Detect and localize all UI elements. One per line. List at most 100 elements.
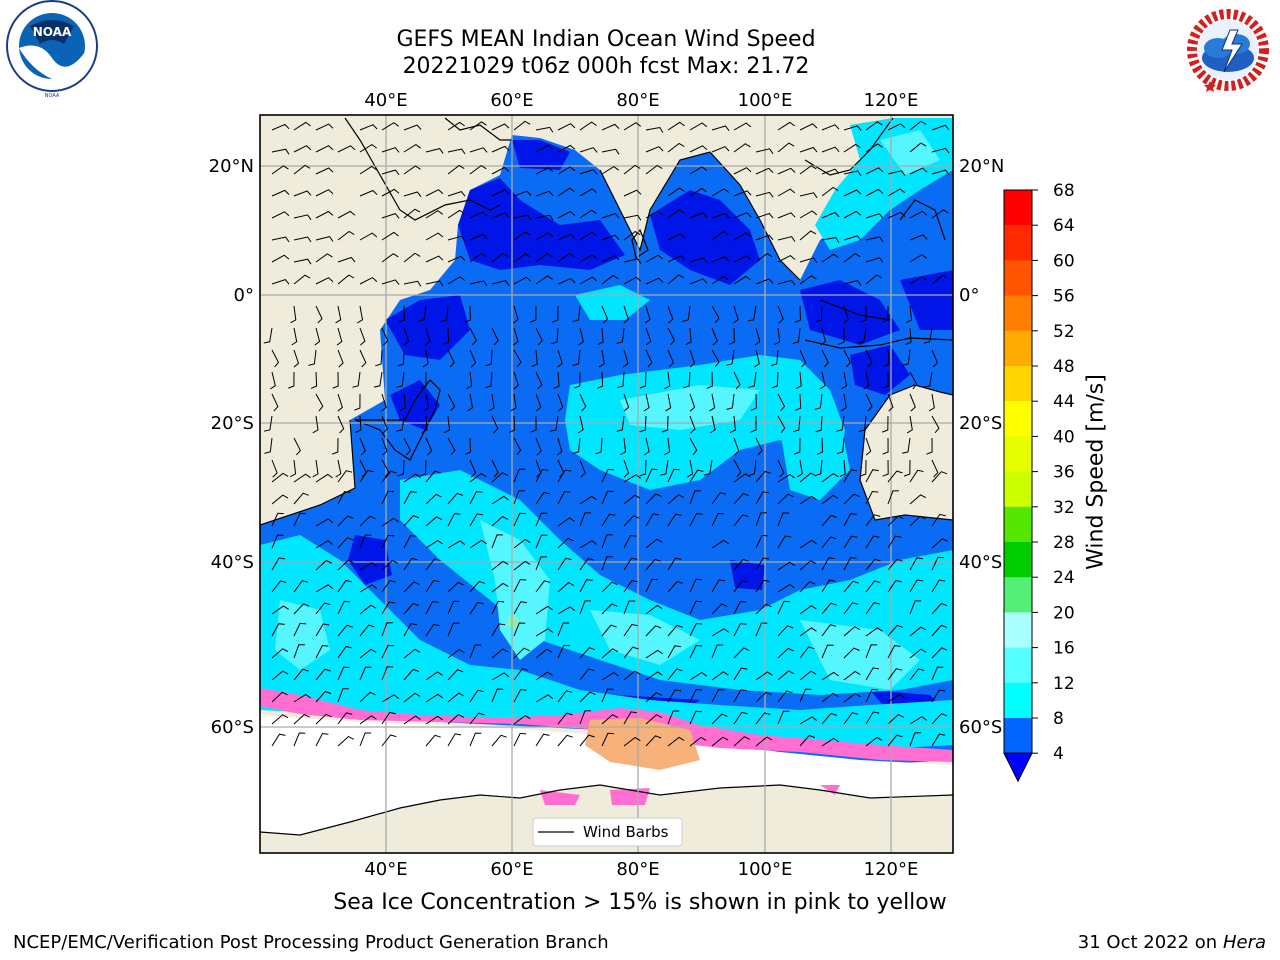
- wind-barb: [623, 670, 641, 681]
- wind-barb: [799, 688, 812, 703]
- wind-barb: [381, 231, 399, 241]
- wind-barb: [579, 540, 598, 549]
- wind-barb: [821, 671, 839, 681]
- wind-barb: [601, 274, 619, 285]
- wind-barb: [557, 233, 576, 241]
- wind-barb: [293, 473, 311, 483]
- wind-barb: [447, 191, 466, 197]
- wind-barb: [557, 469, 572, 483]
- wind-barb: [491, 123, 510, 131]
- wind-barb: [645, 649, 663, 659]
- wind-barb: [359, 604, 377, 615]
- wind-barb: [819, 371, 826, 390]
- wind-barb: [425, 693, 443, 703]
- wind-barb: [271, 512, 284, 527]
- wind-barb: [733, 212, 752, 219]
- wind-barb: [777, 121, 795, 131]
- wind-barb: [667, 142, 685, 153]
- wind-barb: [335, 459, 342, 478]
- wind-barb: [381, 279, 400, 285]
- wind-barb: [271, 580, 287, 593]
- wind-barb: [909, 668, 925, 681]
- colorbar-tick-label: 36: [1053, 463, 1075, 483]
- wind-barb: [315, 518, 334, 527]
- wind-barb: [359, 561, 378, 571]
- wind-barb: [733, 371, 741, 390]
- wind-barb: [623, 230, 641, 241]
- wind-barb: [814, 393, 823, 410]
- wind-barb: [403, 208, 421, 219]
- wind-barb: [623, 579, 638, 593]
- colorbar-tick-label: 20: [1053, 603, 1075, 623]
- wind-barb: [726, 349, 735, 366]
- wind-barb: [293, 668, 309, 681]
- wind-barb: [293, 512, 306, 527]
- wind-barb: [841, 371, 848, 390]
- wind-barb: [557, 210, 576, 219]
- wind-barb: [733, 437, 740, 456]
- colorbar-segment: [1004, 401, 1032, 437]
- wind-barb: [271, 605, 289, 615]
- wind-barb: [865, 558, 881, 571]
- wind-barb: [887, 693, 905, 703]
- wind-barb: [491, 415, 499, 434]
- wind-barb: [667, 736, 685, 747]
- wind-barb: [508, 415, 516, 433]
- wind-barb: [579, 647, 596, 659]
- wind-barb: [865, 535, 880, 549]
- wind-barb: [469, 472, 487, 483]
- wind-barb: [572, 437, 581, 454]
- wind-barb: [579, 691, 596, 703]
- wind-barb: [843, 349, 852, 368]
- wind-barb: [711, 188, 730, 197]
- wind-barb: [711, 230, 729, 241]
- wind-barb: [381, 694, 400, 703]
- lat-label-right: 40°S: [959, 552, 1002, 573]
- wind-barb: [926, 437, 933, 455]
- wind-barb: [315, 236, 334, 242]
- wind-barb: [336, 327, 343, 346]
- wind-barb: [337, 736, 355, 747]
- wind-barb: [535, 167, 554, 175]
- wind-barb: [644, 305, 651, 324]
- wind-barb: [865, 188, 884, 197]
- wind-barb: [755, 191, 774, 198]
- wind-barb: [882, 459, 889, 477]
- wind-barb: [843, 692, 861, 703]
- wind-barb: [799, 539, 817, 549]
- wind-barb: [843, 235, 862, 241]
- wind-barb: [639, 459, 647, 477]
- wind-barb: [750, 393, 757, 411]
- wind-barb: [931, 602, 948, 615]
- wind-barb: [865, 627, 883, 637]
- wind-barb: [821, 494, 839, 505]
- wind-barb: [623, 164, 641, 175]
- map-legend: Wind Barbs: [532, 817, 683, 847]
- wind-barb: [623, 122, 641, 131]
- wind-barb: [887, 714, 905, 725]
- wind-barb: [381, 644, 395, 659]
- wind-barb: [513, 214, 532, 221]
- wind-barb: [535, 327, 543, 346]
- wind-barb: [645, 692, 663, 703]
- wind-barb: [513, 305, 519, 324]
- wind-barb: [887, 515, 904, 527]
- wind-barb: [381, 415, 388, 434]
- wind-barb: [733, 232, 752, 241]
- wind-barb: [403, 165, 421, 175]
- wind-barb: [821, 737, 839, 747]
- wind-barb: [865, 580, 881, 593]
- wind-barb: [711, 512, 725, 527]
- wind-barb: [579, 147, 598, 153]
- wind-barb: [865, 143, 883, 153]
- wind-barb: [777, 415, 786, 434]
- wind-barb: [491, 582, 509, 593]
- wind-barb: [403, 715, 421, 725]
- wind-barb: [865, 736, 883, 747]
- wind-barb: [535, 491, 550, 505]
- wind-barb: [601, 732, 614, 747]
- lat-label-left: 40°S: [211, 552, 254, 573]
- wind-barb: [359, 534, 372, 549]
- wind-barb: [905, 327, 912, 346]
- wind-barb: [799, 646, 815, 659]
